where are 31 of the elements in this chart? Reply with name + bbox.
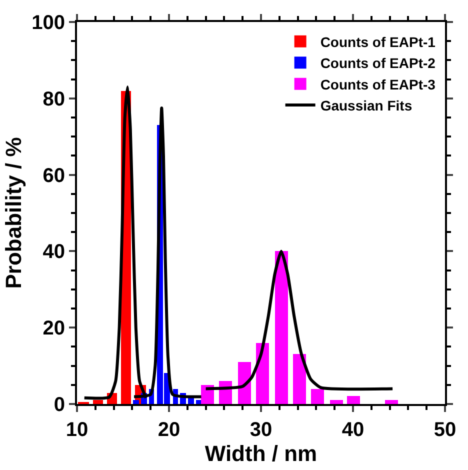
bar xyxy=(256,343,269,404)
y-tick-label: 80 xyxy=(42,88,65,110)
bar xyxy=(275,251,288,404)
bar xyxy=(196,400,201,404)
x-tick-label: 30 xyxy=(250,419,272,441)
bar xyxy=(330,400,343,404)
y-tick-label: 60 xyxy=(42,164,65,187)
bar xyxy=(385,400,398,404)
line-series xyxy=(204,250,394,391)
y-tick-label: 40 xyxy=(42,241,65,264)
bar xyxy=(238,362,251,404)
bar xyxy=(201,385,214,404)
bar xyxy=(347,396,360,404)
x-tick-label: 50 xyxy=(434,419,456,441)
x-tick-label: 20 xyxy=(158,419,180,441)
bar xyxy=(293,354,306,404)
legend-label: Counts of EAPt-3 xyxy=(320,76,436,92)
y-tick-label: 20 xyxy=(42,318,65,340)
bar xyxy=(311,389,324,404)
bar xyxy=(188,398,194,404)
x-tick-label: 40 xyxy=(342,419,364,441)
y-axis-title: Probability / % xyxy=(0,137,26,289)
x-axis-title: Width / nm xyxy=(204,441,318,466)
legend-label: Counts of EAPt-2 xyxy=(320,55,436,72)
bar xyxy=(133,400,139,404)
y-tick-label: 0 xyxy=(54,394,65,416)
legend-label: Gaussian Fits xyxy=(320,97,412,114)
y-tick-label: 100 xyxy=(32,12,65,34)
legend-label: Counts of EAPt-1 xyxy=(320,34,436,50)
bar xyxy=(93,400,103,404)
x-tick-label: 10 xyxy=(66,419,88,441)
